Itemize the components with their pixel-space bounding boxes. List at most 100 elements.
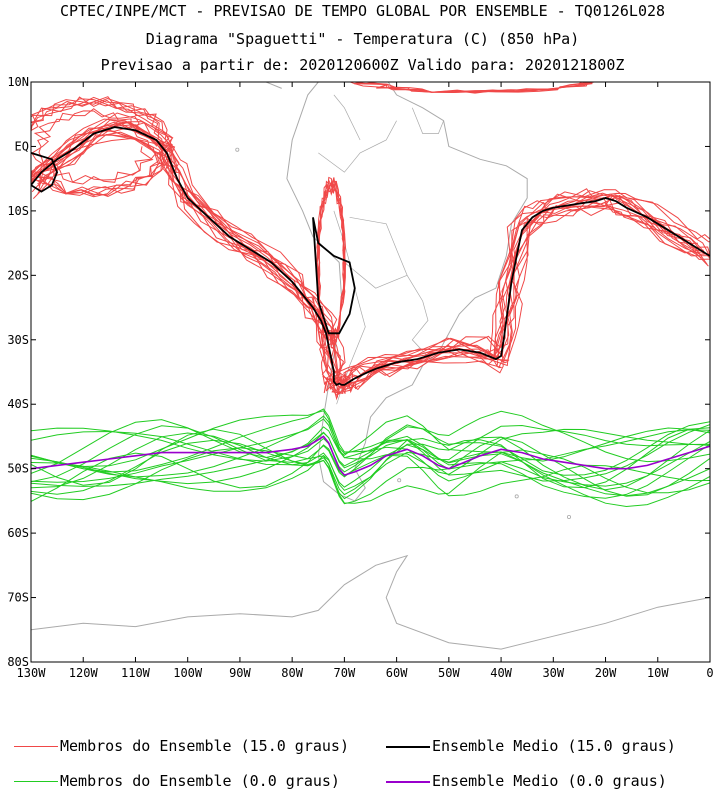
mean-15-loop-west xyxy=(31,152,59,193)
member-15-line xyxy=(31,127,701,394)
member-15-line xyxy=(31,128,708,398)
y-tick-label: 40S xyxy=(7,397,29,411)
member-15-line xyxy=(38,122,710,391)
x-tick-label: 130W xyxy=(17,666,47,680)
legend-label-members-15: Membros do Ensemble (15.0 graus) xyxy=(60,737,349,755)
y-tick-label: 50S xyxy=(7,462,29,476)
member-0-line xyxy=(31,415,710,474)
axes: 130W 120W 110W 100W 90W 80W 70W 60W 50W 40W 30W 20W… xyxy=(7,75,713,680)
country-border xyxy=(344,262,434,363)
member-15-line xyxy=(31,121,710,389)
x-tick-label: 10W xyxy=(647,666,669,680)
member-0-line xyxy=(31,410,710,475)
member-15-line xyxy=(38,122,710,390)
legend-swatch-members-0 xyxy=(14,781,58,782)
x-tick-label: 20W xyxy=(595,666,617,680)
y-tick-label: 30S xyxy=(7,333,29,347)
member-15-contour-pacific xyxy=(31,96,172,196)
member-15-line xyxy=(37,131,710,394)
chart-title: CPTEC/INPE/MCT - PREVISAO DE TEMPO GLOBA… xyxy=(59,2,666,20)
member-15-contour-atlantic xyxy=(363,82,588,94)
y-tick-label: EQ xyxy=(15,139,29,153)
chart-subtitle: Diagrama "Spaguetti" - Temperatura (C) (… xyxy=(145,30,580,48)
member-0-line xyxy=(31,444,710,508)
country-border xyxy=(411,107,444,134)
x-tick-label: 0 xyxy=(706,666,713,680)
x-tick-label: 100W xyxy=(173,666,203,680)
coastline-central-america xyxy=(265,82,282,89)
member-0-line xyxy=(31,408,710,482)
island xyxy=(567,515,572,520)
y-tick-label: 20S xyxy=(7,268,29,282)
member-15-contour-pacific xyxy=(31,96,172,197)
legend-members-0: Membros do Ensemble (0.0 graus) xyxy=(14,772,340,790)
island xyxy=(397,478,402,483)
x-tick-label: 120W xyxy=(69,666,99,680)
coastline-antarctica xyxy=(31,554,710,650)
country-border xyxy=(333,94,361,141)
country-border xyxy=(349,216,408,276)
member-0-line xyxy=(31,424,710,491)
member-15-line xyxy=(31,122,704,386)
x-tick-label: 60W xyxy=(386,666,408,680)
legend-label-mean-0: Ensemble Medio (0.0 graus) xyxy=(432,772,667,790)
member-0-line xyxy=(31,444,710,502)
member-0-line xyxy=(31,415,710,482)
member-0-line xyxy=(31,418,710,487)
country-border xyxy=(333,210,350,263)
island xyxy=(514,494,519,499)
x-tick-label: 30W xyxy=(542,666,564,680)
legend-label-mean-15: Ensemble Medio (15.0 graus) xyxy=(432,737,676,755)
y-tick-label: 80S xyxy=(7,655,29,669)
ensemble-members-15 xyxy=(31,82,710,401)
legend-mean-0: Ensemble Medio (0.0 graus) xyxy=(386,772,667,790)
legend-members-15: Membros do Ensemble (15.0 graus) xyxy=(14,737,349,755)
member-15-contour-pacific xyxy=(31,98,170,195)
legend-label-members-0: Membros do Ensemble (0.0 graus) xyxy=(60,772,340,790)
member-15-contour-atlantic xyxy=(350,82,586,93)
x-tick-label: 70W xyxy=(334,666,356,680)
legend-swatch-mean-15 xyxy=(386,745,430,748)
island xyxy=(235,147,240,152)
x-tick-label: 90W xyxy=(229,666,251,680)
member-15-line xyxy=(31,119,706,390)
member-15-line xyxy=(39,121,710,389)
member-15-line xyxy=(31,118,699,386)
member-15-contour-pacific xyxy=(31,110,158,185)
country-border xyxy=(318,120,397,173)
member-15-contour-pacific xyxy=(37,108,154,183)
legend-mean-15: Ensemble Medio (15.0 graus) xyxy=(386,737,676,755)
member-0-line xyxy=(31,427,710,500)
spaghetti-chart: 130W 120W 110W 100W 90W 80W 70W 60W 50W 40W 30W 20W… xyxy=(7,75,713,680)
member-0-line xyxy=(31,432,710,499)
y-tick-label: 10S xyxy=(7,204,29,218)
y-tick-label: 60S xyxy=(7,526,29,540)
member-15-line xyxy=(33,112,710,382)
member-15-contour-atlantic xyxy=(355,82,597,94)
member-15-contour-andes xyxy=(316,180,347,339)
legend-swatch-members-15 xyxy=(14,746,58,747)
member-0-line xyxy=(31,431,710,497)
mean-0-line xyxy=(31,435,710,477)
ensemble-members-0 xyxy=(31,408,710,508)
x-tick-label: 40W xyxy=(490,666,512,680)
x-tick-label: 110W xyxy=(121,666,151,680)
plot-frame xyxy=(30,81,711,663)
member-15-line xyxy=(32,121,710,384)
member-15-line xyxy=(37,124,710,387)
mean-15-loop-andes xyxy=(312,217,356,335)
y-tick-label: 70S xyxy=(7,591,29,605)
member-15-contour-pacific xyxy=(31,101,175,197)
forecast-validity: Previsao a partir de: 2020120600Z Valido… xyxy=(100,56,625,74)
member-15-contour-atlantic xyxy=(354,82,593,93)
x-tick-label: 50W xyxy=(438,666,460,680)
legend-swatch-mean-0 xyxy=(386,780,430,783)
ensemble-means xyxy=(31,126,710,477)
x-tick-label: 80W xyxy=(281,666,303,680)
member-15-line xyxy=(31,133,702,393)
member-15-contour-pacific xyxy=(31,96,176,198)
member-0-line xyxy=(31,436,710,505)
member-15-contour-pacific xyxy=(31,97,174,196)
y-tick-label: 10N xyxy=(7,75,29,89)
mean-15-line xyxy=(31,126,710,387)
